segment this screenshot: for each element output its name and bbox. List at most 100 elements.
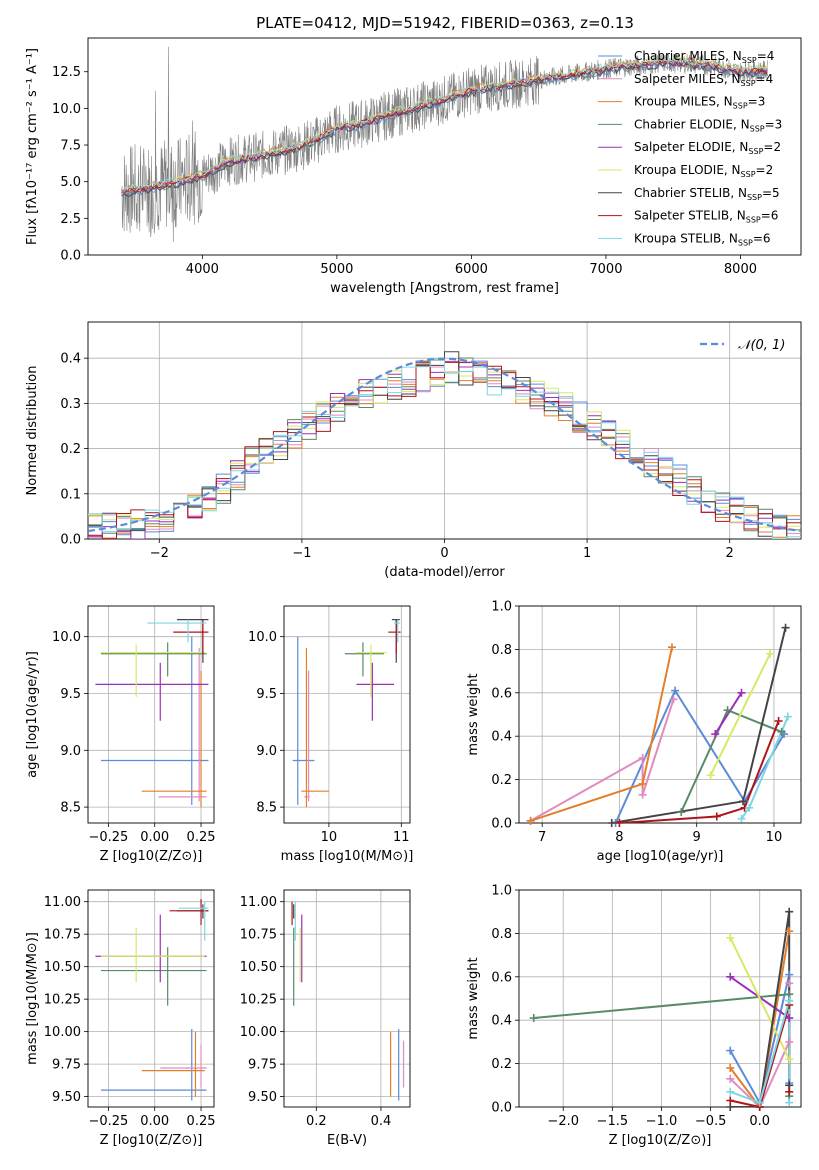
y-tick-label: 10.25 (44, 993, 81, 1008)
weight-point (669, 695, 678, 704)
panel-mass-vs-extinction: 0.2 0.4 9.50 9.75 10.00 10.25 10.50 10.75 11.00 E… (240, 889, 411, 1148)
weight-point (726, 972, 735, 981)
weight-point (774, 717, 783, 726)
panel-age-vs-metallicity: −0.25 0.00 0.25 8.5 9.0 9.5 10.0 Z [log10(Z/Z⊙)… (25, 605, 216, 864)
x-axis-label: Z [log10(Z/Z⊙)] (100, 1133, 203, 1148)
y-tick-label: 9.75 (52, 1058, 81, 1073)
y-tick-label: 11.00 (240, 895, 277, 910)
x-tick-label: 6000 (455, 262, 488, 277)
weight-point (726, 1096, 735, 1105)
weight-point (638, 790, 647, 799)
x-tick-label: −1 (292, 546, 311, 561)
weight-point (783, 712, 792, 721)
weight-point (726, 933, 735, 942)
y-tick-label: 10.25 (240, 993, 277, 1008)
axes-frame (518, 605, 802, 824)
weight-line (614, 688, 785, 823)
x-tick-label: −2.0 (547, 1114, 579, 1129)
weight-point (726, 1087, 735, 1096)
y-axis-label: Flux [fλ10⁻¹⁷ erg cm⁻² s⁻¹ A⁻¹] (25, 48, 40, 245)
y-tick-label: 10.0 (52, 630, 81, 645)
weight-point (677, 808, 686, 817)
weight-point (615, 819, 624, 827)
x-tick-label: 0.25 (187, 1114, 216, 1129)
weight-point (529, 1014, 538, 1023)
weight-point (737, 814, 746, 823)
weight-point (607, 819, 616, 827)
y-tick-label: 0.3 (60, 397, 81, 412)
weight-point (785, 927, 794, 936)
x-tick-label: 0.0 (749, 1114, 770, 1129)
y-tick-label: 2.5 (60, 212, 81, 227)
weight-point (706, 771, 715, 780)
y-tick-label: 10.50 (240, 960, 277, 975)
weight-line (709, 653, 771, 776)
plot-area (95, 899, 209, 1101)
x-tick-label: 2 (726, 546, 734, 561)
x-tick-label: 7 (538, 830, 546, 845)
y-tick-label: 0.6 (491, 686, 512, 701)
x-tick-label: 8000 (724, 262, 757, 277)
weight-point (781, 623, 790, 632)
y-tick-label: 9.5 (256, 687, 277, 702)
y-tick-label: 9.50 (52, 1090, 81, 1105)
model-fit-9 (121, 57, 768, 192)
plot-area (88, 351, 801, 539)
legend-entry: Chabrier ELODIE, NSSP=3 (634, 117, 782, 133)
weight-point (526, 816, 535, 825)
y-tick-label: 9.50 (248, 1090, 277, 1105)
x-tick-label: 11 (393, 830, 410, 845)
plot-area (292, 619, 401, 808)
x-axis-label: (data-model)/error (384, 565, 505, 580)
legend-entry: Chabrier MILES, NSSP=4 (634, 49, 774, 65)
y-tick-label: 0.8 (491, 927, 512, 942)
y-tick-label: 10.0 (248, 630, 277, 645)
x-tick-label: −0.5 (695, 1114, 727, 1129)
axes-frame (87, 37, 802, 256)
model-fit-7 (121, 61, 768, 197)
axes-frame (87, 321, 802, 540)
panel-mass-weight-vs-metallicity: −2.0 −1.5 −1.0 −0.5 0.0 0.0 0.2 0.4 0.6 0.8 1.0 Z [… (466, 884, 802, 1148)
weight-line (611, 627, 787, 823)
weight-point (638, 779, 647, 788)
x-axis-label: Z [log10(Z/Z⊙)] (609, 1133, 712, 1148)
x-tick-label: 0.00 (140, 1114, 169, 1129)
y-tick-label: 9.0 (256, 744, 277, 759)
weight-point (777, 727, 786, 736)
weight-point (785, 1087, 794, 1096)
y-tick-label: 0.0 (491, 817, 512, 832)
y-tick-label: 12.5 (52, 65, 81, 80)
x-axis-label: mass [log10(M/M⊙)] (281, 849, 414, 864)
x-tick-label: 9 (693, 830, 701, 845)
histogram-6 (88, 363, 801, 539)
weight-point (766, 649, 775, 658)
x-tick-label: 0.25 (187, 830, 216, 845)
weight-line (729, 1000, 791, 1105)
axes-frame (87, 605, 215, 824)
weight-point (638, 753, 647, 762)
x-axis-label: E(B-V) (327, 1133, 367, 1148)
panels: 4000 5000 6000 7000 80000.02.55.07.510.012.5… (25, 37, 802, 1148)
y-tick-label: 10.00 (44, 1025, 81, 1040)
plot-area (530, 627, 789, 823)
weight-line (530, 698, 675, 822)
y-tick-label: 1.0 (491, 884, 512, 899)
weight-point (737, 688, 746, 697)
legend-entry: Kroupa MILES, NSSP=3 (634, 95, 765, 111)
y-tick-label: 5.0 (60, 175, 81, 190)
x-tick-label: 1 (583, 546, 591, 561)
y-tick-label: 0.0 (60, 249, 81, 264)
weight-point (785, 996, 794, 1005)
x-tick-label: 0.4 (371, 1114, 392, 1129)
x-tick-label: 4000 (186, 262, 219, 277)
y-tick-label: 1.0 (491, 600, 512, 615)
weight-point (785, 1014, 794, 1023)
legend-entry: Chabrier STELIB, NSSP=5 (634, 186, 780, 202)
x-tick-label: −1.5 (597, 1114, 629, 1129)
x-tick-label: −0.25 (88, 830, 128, 845)
x-tick-label: −1.0 (646, 1114, 678, 1129)
x-tick-label: 7000 (589, 262, 622, 277)
normal-curve (88, 357, 801, 533)
y-tick-label: 8.5 (60, 801, 81, 816)
